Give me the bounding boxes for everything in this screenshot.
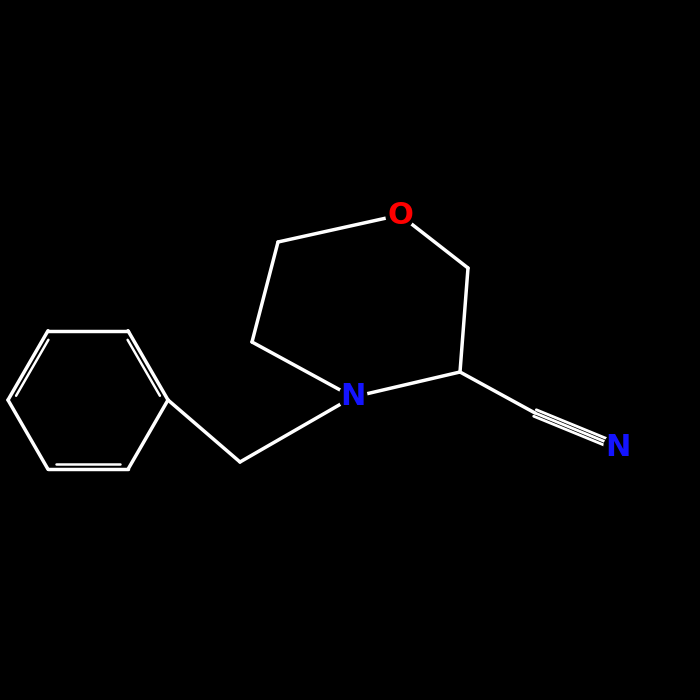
Circle shape (386, 201, 414, 229)
Text: N: N (606, 433, 631, 461)
Circle shape (604, 433, 632, 461)
Text: N: N (340, 382, 365, 412)
Circle shape (339, 383, 367, 411)
Text: O: O (387, 200, 413, 230)
